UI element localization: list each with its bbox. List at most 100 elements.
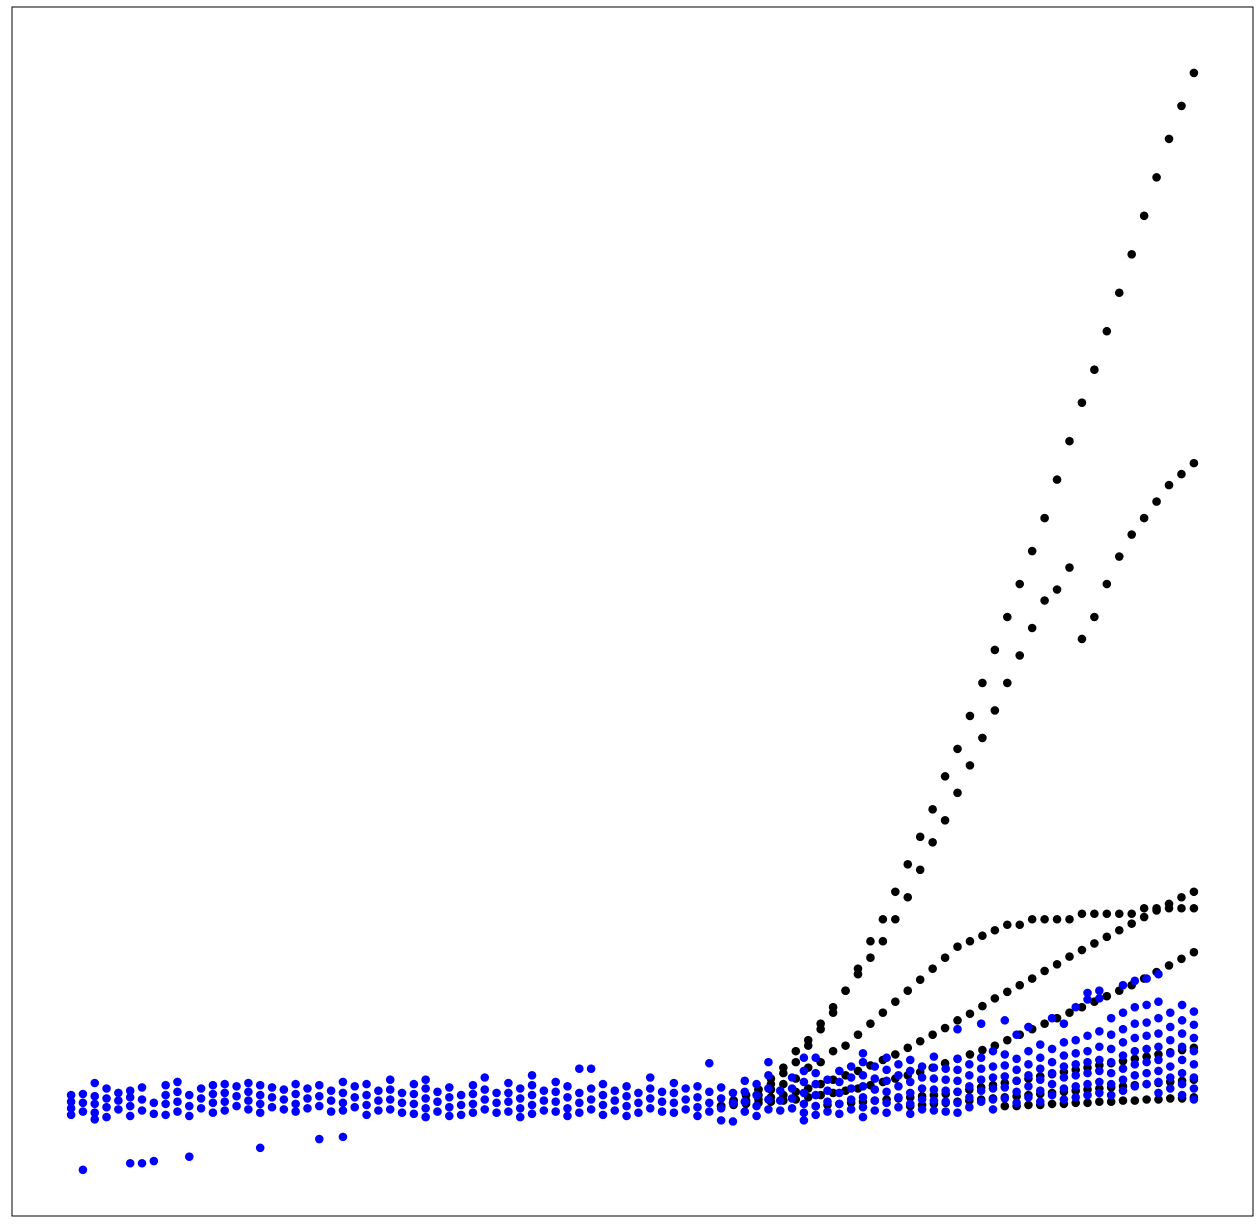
data-point-blue: [456, 1090, 466, 1100]
data-point-blue: [693, 1082, 702, 1091]
data-point-blue: [338, 1106, 348, 1115]
data-point-blue: [173, 1107, 182, 1116]
data-point-blue: [1130, 1060, 1140, 1069]
data-point-blue: [137, 1083, 147, 1092]
data-point-black: [1002, 612, 1012, 622]
data-point-blue: [610, 1086, 620, 1095]
data-point-blue: [1118, 1064, 1128, 1074]
data-point-black: [965, 1050, 975, 1059]
data-point-blue: [161, 1099, 170, 1109]
data-point-blue: [846, 1105, 856, 1114]
data-point-blue: [232, 1082, 241, 1091]
data-point-blue: [1035, 1040, 1045, 1049]
data-point-black: [978, 678, 987, 688]
data-point-blue: [1071, 1035, 1081, 1045]
data-point-black: [841, 986, 850, 995]
data-point-blue: [1059, 1084, 1069, 1093]
data-point-blue: [870, 1106, 880, 1115]
data-point-blue: [882, 1076, 891, 1086]
data-point-blue: [350, 1082, 360, 1091]
data-point-blue: [66, 1097, 76, 1106]
data-point-blue: [78, 1089, 88, 1099]
data-point-blue: [787, 1084, 797, 1093]
data-point-blue: [858, 1082, 868, 1091]
data-point-black: [828, 1002, 838, 1012]
data-point-blue: [799, 1053, 809, 1063]
data-point-black: [828, 1046, 838, 1056]
data-point-blue: [385, 1075, 395, 1085]
data-point-blue: [1000, 1083, 1010, 1092]
data-point-blue: [1165, 1035, 1175, 1045]
data-point-black: [1177, 469, 1186, 479]
data-point-blue: [1083, 1079, 1092, 1089]
data-point-blue: [551, 1087, 560, 1097]
data-point-blue: [1024, 1071, 1033, 1080]
data-point-blue: [1095, 1088, 1104, 1098]
data-point-black: [791, 1046, 801, 1056]
data-point-blue: [823, 1075, 832, 1085]
data-point-blue: [90, 1108, 100, 1117]
data-point-blue: [740, 1097, 750, 1106]
data-point-blue: [1012, 1065, 1021, 1075]
data-point-black: [1164, 134, 1174, 144]
data-point-black: [1189, 903, 1199, 913]
data-point-black: [791, 1057, 801, 1067]
data-point-blue: [563, 1082, 572, 1091]
data-point-blue: [858, 1071, 868, 1080]
data-point-blue: [811, 1101, 820, 1111]
data-point-black: [1189, 458, 1199, 468]
data-point-black: [1015, 651, 1025, 660]
data-point-blue: [728, 1117, 738, 1126]
data-point-black: [1127, 530, 1136, 539]
data-point-blue: [894, 1102, 903, 1112]
data-point-blue: [1118, 1038, 1128, 1047]
data-point-blue: [965, 1102, 974, 1112]
data-point-blue: [1095, 986, 1104, 995]
data-point-blue: [965, 1082, 974, 1091]
data-point-blue: [539, 1086, 549, 1095]
data-point-blue: [338, 1098, 348, 1108]
data-point-black: [928, 1030, 937, 1039]
data-point-blue: [929, 1096, 939, 1105]
data-point-blue: [468, 1099, 478, 1109]
data-point-blue: [953, 1087, 962, 1097]
data-point-blue: [78, 1165, 88, 1175]
data-point-blue: [1083, 1090, 1092, 1100]
data-point-blue: [965, 1060, 974, 1069]
data-point-blue: [326, 1107, 336, 1116]
data-point-blue: [445, 1111, 454, 1121]
data-point-black: [1077, 398, 1087, 407]
data-point-blue: [397, 1098, 407, 1108]
data-point-blue: [563, 1093, 572, 1102]
data-point-blue: [1083, 988, 1092, 998]
data-point-blue: [267, 1083, 277, 1092]
data-point-black: [940, 816, 950, 825]
data-point-blue: [1083, 1046, 1092, 1056]
data-point-blue: [1130, 1082, 1140, 1091]
data-point-blue: [1130, 976, 1140, 986]
data-point-blue: [1165, 1073, 1175, 1082]
data-point-blue: [705, 1058, 714, 1068]
data-point-blue: [433, 1087, 442, 1097]
data-point-black: [1002, 1035, 1012, 1045]
data-point-blue: [953, 1076, 962, 1086]
data-point-black: [1177, 101, 1186, 111]
data-point-blue: [480, 1085, 490, 1094]
data-point-blue: [752, 1079, 761, 1089]
data-point-black: [1102, 326, 1112, 336]
data-point-black: [891, 914, 900, 924]
data-point-blue: [586, 1105, 596, 1114]
data-point-blue: [196, 1103, 206, 1113]
data-point-blue: [1189, 1060, 1199, 1069]
data-point-blue: [1095, 1055, 1104, 1065]
data-point-black: [928, 838, 937, 847]
data-point-blue: [291, 1079, 300, 1089]
data-point-blue: [527, 1090, 537, 1100]
data-point-blue: [1035, 1086, 1045, 1095]
data-point-blue: [988, 1073, 998, 1082]
data-point-blue: [1047, 1013, 1057, 1023]
data-point-blue: [527, 1100, 537, 1110]
data-point-blue: [421, 1084, 430, 1093]
data-point-blue: [799, 1066, 809, 1076]
data-point-black: [1114, 288, 1124, 298]
